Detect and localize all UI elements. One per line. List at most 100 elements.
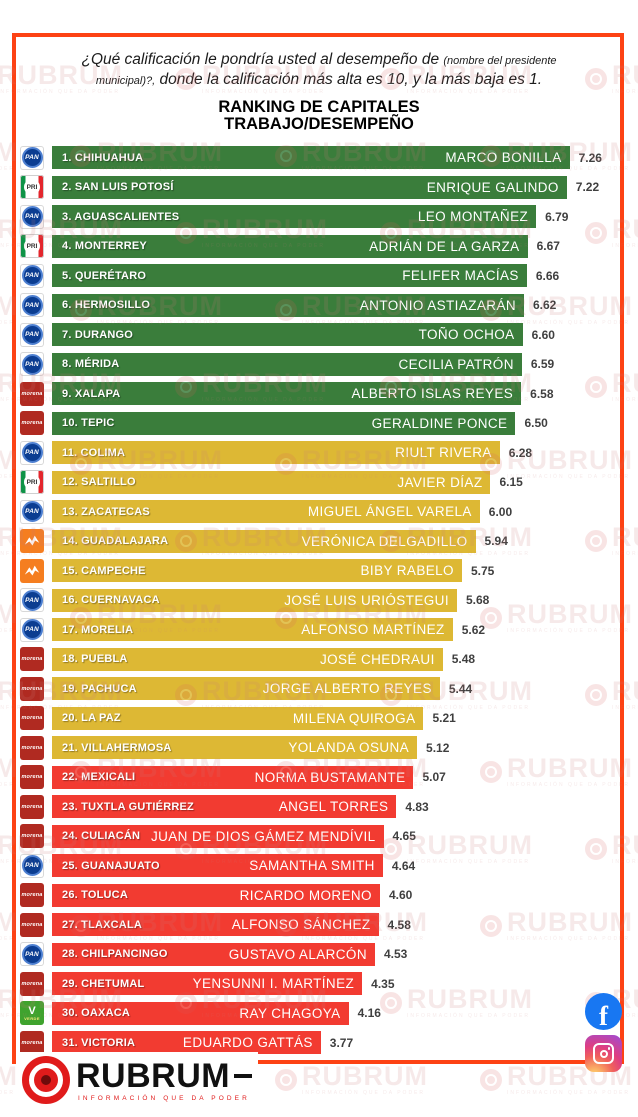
score-bar: 12. SALTILLO JAVIER DÍAZ: [52, 470, 491, 494]
score-bar: 24. CULIACÁN JUAN DE DIOS GÁMEZ MENDÍVIL: [52, 824, 384, 848]
score-bar: 6. HERMOSILLO ANTONIO ASTIAZARÁN: [52, 293, 524, 317]
mayor-name: VERÓNICA DELGADILLO: [301, 533, 468, 549]
rank-city-label: 9. XALAPA: [62, 387, 121, 400]
ranking-row: morena 23. TUXTLA GUTIÉRREZ ANGEL TORRES…: [20, 794, 620, 819]
mayor-name: EDUARDO GATTÁS: [182, 1035, 313, 1050]
morena-party-logo: morena: [20, 735, 44, 760]
mc-party-logo: [20, 558, 44, 583]
mayor-name: MIGUEL ÁNGEL VARELA: [307, 504, 472, 519]
rank-city-label: 25. GUANAJUATO: [62, 859, 160, 872]
ranking-row: 15. CAMPECHE BIBY RABELO 5.75: [20, 558, 620, 583]
mayor-name: MARCO BONILLA: [445, 150, 562, 165]
score-value: 5.21: [432, 711, 456, 725]
header: ¿Qué calificación le pondría usted al de…: [30, 50, 608, 134]
ranking-row: PRI 2. SAN LUIS POTOSÍ ENRIQUE GALINDO 7…: [20, 175, 620, 199]
mayor-name: ALFONSO SÁNCHEZ: [231, 917, 371, 932]
score-bar: 23. TUXTLA GUTIÉRREZ ANGEL TORRES: [52, 795, 397, 818]
score-bar: 16. CUERNAVACA JOSÉ LUIS URIÓSTEGUI: [52, 588, 457, 612]
morena-party-logo: morena: [20, 381, 44, 406]
score-value: 5.44: [448, 681, 473, 696]
ranking-row: morena 26. TOLUCA RICARDO MORENO 4.60: [20, 883, 620, 907]
score-bar: 1. CHIHUAHUA MARCO BONILLA: [52, 146, 570, 169]
score-value: 4.60: [388, 888, 413, 902]
morena-party-logo: morena: [20, 411, 44, 435]
title-line-2: TRABAJO/DESEMPEÑO: [224, 115, 414, 134]
score-value: 6.59: [530, 357, 555, 371]
rank-city-label: 13. ZACATECAS: [62, 505, 150, 518]
ranking-row: morena 29. CHETUMAL YENSUNNI I. MARTÍNEZ…: [20, 971, 620, 996]
ranking-row: PAN 6. HERMOSILLO ANTONIO ASTIAZARÁN 6.6…: [20, 293, 620, 317]
rank-city-label: 10. TEPIC: [62, 417, 115, 429]
score-bar: 13. ZACATECAS MIGUEL ÁNGEL VARELA: [52, 500, 480, 523]
score-value: 6.66: [535, 268, 560, 283]
morena-party-logo: morena: [20, 824, 44, 848]
score-bar: 29. CHETUMAL YENSUNNI I. MARTÍNEZ: [52, 972, 363, 995]
question-text: ¿Qué calificación le pondría usted al de…: [81, 51, 444, 68]
rank-city-label: 31. VICTORIA: [62, 1036, 136, 1049]
ranking-row: PRI 4. MONTERREY ADRIÁN DE LA GARZA 6.67: [20, 234, 620, 258]
ranking-row: PAN 11. COLIMA RIULT RIVERA 6.28: [20, 440, 620, 465]
pan-party-logo: PAN: [20, 352, 44, 376]
score-value: 6.15: [499, 475, 523, 489]
morena-party-logo: morena: [20, 1030, 44, 1055]
pan-party-logo: PAN: [20, 322, 44, 347]
score-bar: 20. LA PAZ MILENA QUIROGA: [52, 706, 424, 730]
rank-city-label: 20. LA PAZ: [62, 712, 121, 724]
mayor-name: ANGEL TORRES: [278, 799, 389, 814]
rank-city-label: 21. VILLAHERMOSA: [62, 741, 172, 754]
mayor-name: YENSUNNI I. MARTÍNEZ: [192, 976, 355, 991]
score-value: 5.07: [422, 770, 446, 784]
score-bar: 19. PACHUCA JORGE ALBERTO REYES: [52, 677, 440, 700]
score-bar: 22. MEXICALI NORMA BUSTAMANTE: [52, 765, 414, 789]
ranking-row: V VERDE 30. OAXACA RAY CHAGOYA 4.16: [20, 1001, 620, 1025]
score-bar: 21. VILLAHERMOSA YOLANDA OSUNA: [52, 736, 418, 759]
pan-party-logo: PAN: [20, 440, 44, 465]
score-value: 3.77: [329, 1035, 354, 1050]
rubrum-target-icon: [22, 1056, 70, 1104]
score-bar: 14. GUADALAJARA VERÓNICA DELGADILLO: [52, 529, 476, 553]
score-bar: 9. XALAPA ALBERTO ISLAS REYES: [52, 382, 522, 405]
ranking-row: PAN 5. QUERÉTARO FELIFER MACÍAS 6.66: [20, 263, 620, 288]
mayor-name: LEO MONTAÑEZ: [417, 209, 529, 224]
score-value: 7.22: [575, 180, 600, 194]
ranking-row: morena 18. PUEBLA JOSÉ CHEDRAUI 5.48: [20, 647, 620, 671]
ranking-row: morena 19. PACHUCA JORGE ALBERTO REYES 5…: [20, 676, 620, 701]
ranking-row: morena 9. XALAPA ALBERTO ISLAS REYES 6.5…: [20, 381, 620, 406]
score-value: 5.68: [465, 593, 490, 607]
morena-party-logo: morena: [20, 676, 44, 701]
score-bar: 28. CHILPANCINGO GUSTAVO ALARCÓN: [52, 942, 375, 966]
morena-party-logo: morena: [20, 971, 44, 996]
score-bar: 5. QUERÉTARO FELIFER MACÍAS: [52, 264, 527, 287]
rank-city-label: 30. OAXACA: [62, 1007, 131, 1019]
ranking-row: PAN 3. AGUASCALIENTES LEO MONTAÑEZ 6.79: [20, 204, 620, 229]
pan-party-logo: PAN: [20, 263, 44, 288]
facebook-icon[interactable]: f: [585, 993, 622, 1030]
rank-city-label: 29. CHETUMAL: [62, 977, 145, 990]
mayor-name: TOÑO OCHOA: [418, 327, 515, 342]
instagram-icon[interactable]: [585, 1035, 622, 1072]
score-value: 5.94: [484, 534, 508, 548]
rank-city-label: 22. MEXICALI: [62, 771, 136, 783]
score-bar: 26. TOLUCA RICARDO MORENO: [52, 883, 380, 907]
score-value: 4.65: [392, 829, 416, 843]
brand-name: RUBRUM: [76, 1056, 231, 1095]
ranking-row: PAN 8. MÉRIDA CECILIA PATRÓN 6.59: [20, 352, 620, 376]
score-value: 4.53: [383, 947, 408, 961]
ranking-row: PRI 12. SALTILLO JAVIER DÍAZ 6.15: [20, 470, 620, 494]
social-links: f: [585, 993, 622, 1072]
ranking-row: PAN 7. DURANGO TOÑO OCHOA 6.60: [20, 322, 620, 347]
score-bar: 15. CAMPECHE BIBY RABELO: [52, 559, 462, 582]
score-value: 5.62: [461, 622, 486, 637]
ranking-row: morena 22. MEXICALI NORMA BUSTAMANTE 5.0…: [20, 765, 620, 789]
mayor-name: NORMA BUSTAMANTE: [254, 769, 406, 785]
score-bar: 4. MONTERREY ADRIÁN DE LA GARZA: [52, 234, 528, 258]
ranking-row: PAN 28. CHILPANCINGO GUSTAVO ALARCÓN 4.5…: [20, 942, 620, 966]
rank-city-label: 14. GUADALAJARA: [62, 535, 169, 547]
rank-city-label: 4. MONTERREY: [62, 240, 147, 252]
ranking-row: PAN 1. CHIHUAHUA MARCO BONILLA 7.26: [20, 145, 620, 170]
score-value: 6.67: [536, 239, 560, 253]
score-value: 5.48: [451, 652, 476, 666]
